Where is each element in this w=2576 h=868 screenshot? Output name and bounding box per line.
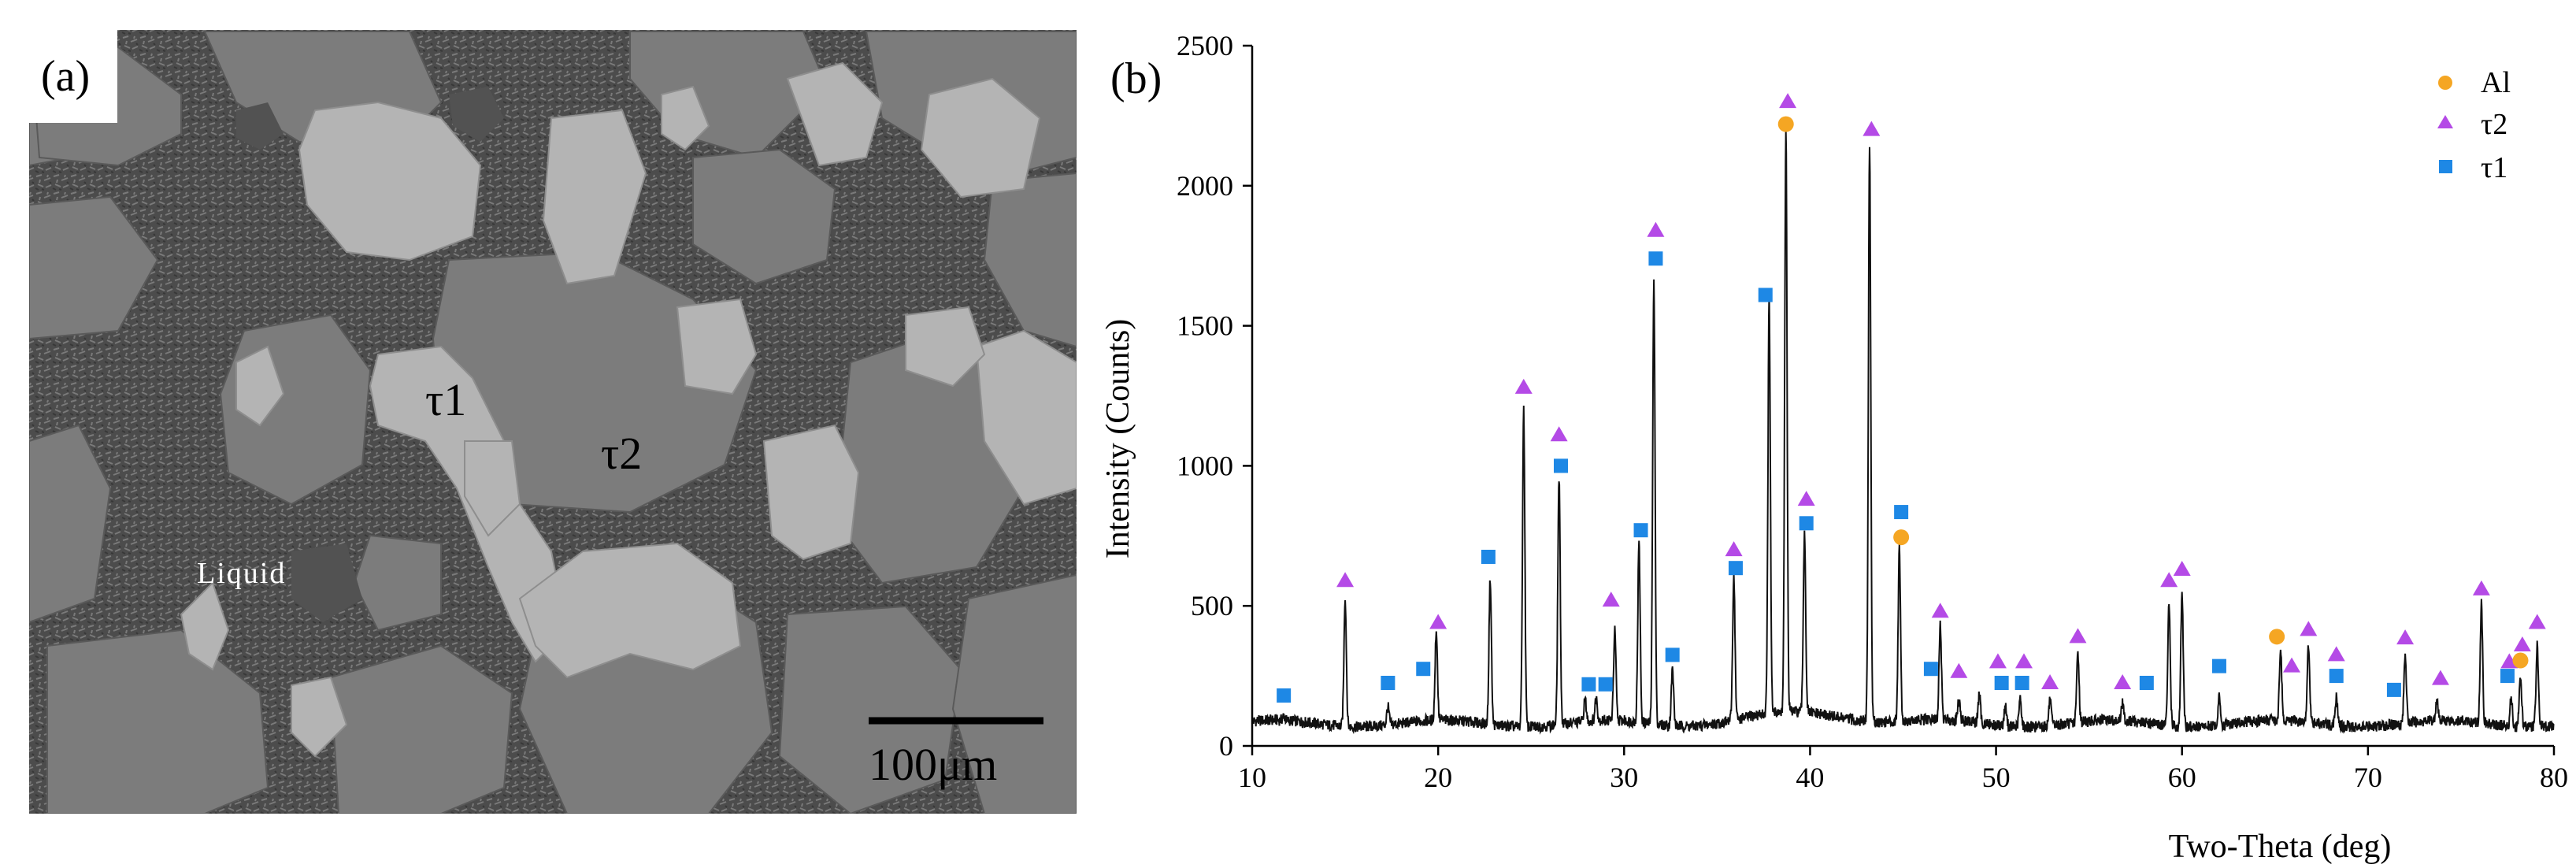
peak-marker-tau1 <box>1665 647 1680 662</box>
peak-marker-tau1 <box>2139 675 2154 690</box>
peak-marker-al <box>2269 629 2285 645</box>
x-tick-label: 10 <box>1238 762 1266 793</box>
peak-marker-tau2 <box>2528 614 2546 629</box>
peak-marker-tau2 <box>1797 491 1815 506</box>
peak-marker-tau2 <box>1863 121 1881 136</box>
x-axis-title: Two-Theta (deg) <box>2169 829 2392 865</box>
legend-marker-tau2 <box>2437 115 2453 128</box>
peak-marker-tau2 <box>1725 541 1743 557</box>
liquid-regions <box>236 87 504 622</box>
x-tick-label: 50 <box>1982 762 2011 793</box>
legend-label-tau2: τ2 <box>2481 108 2507 141</box>
tau2-label: τ2 <box>601 428 642 479</box>
peak-marker-tau2 <box>1429 614 1447 629</box>
peak-marker-tau2 <box>1779 93 1797 109</box>
peak-marker-tau2 <box>2513 636 2531 651</box>
peak-marker-tau2 <box>2300 621 2318 636</box>
x-tick-label: 20 <box>1424 762 1452 793</box>
chart-legend: Al τ2 τ1 <box>2437 66 2511 184</box>
peak-marker-tau2 <box>2327 646 2345 662</box>
peak-marker-tau1 <box>1994 675 2009 690</box>
x-tick-label: 60 <box>2168 762 2196 793</box>
legend-marker-tau1 <box>2439 160 2452 173</box>
peak-marker-tau1 <box>1728 561 1743 576</box>
y-tick-label: 2000 <box>1177 170 1233 202</box>
tau1-label: τ1 <box>425 374 466 425</box>
peak-marker-tau1 <box>1648 251 1663 266</box>
peak-marker-tau2 <box>1550 426 1568 442</box>
peak-marker-tau2 <box>2283 657 2301 673</box>
peak-marker-tau2 <box>2173 560 2191 576</box>
micrograph-panel: (a) τ1 τ2 Liquid 100μm <box>29 30 1077 814</box>
peak-marker-tau2 <box>2472 580 2490 595</box>
peak-marker-tau1 <box>1758 287 1773 302</box>
peak-marker-tau1 <box>1416 662 1431 677</box>
x-tick-label: 80 <box>2540 762 2568 793</box>
peak-marker-tau2 <box>1336 572 1355 588</box>
peak-marker-tau1 <box>1598 677 1613 692</box>
x-tick-label: 40 <box>1796 762 1824 793</box>
x-tick-label: 30 <box>1610 762 1638 793</box>
xrd-pattern-line <box>1251 130 2555 735</box>
peak-marker-tau2 <box>2114 673 2132 689</box>
peak-marker-tau1 <box>1553 458 1568 473</box>
peak-marker-tau1 <box>1799 516 1814 531</box>
panel-a-label: (a) <box>41 52 90 101</box>
peak-marker-tau2 <box>2396 629 2415 645</box>
peak-marker-tau1 <box>1277 688 1292 703</box>
tau1-grains <box>180 61 1077 758</box>
peak-marker-tau1 <box>2386 682 2401 697</box>
legend-marker-al <box>2438 76 2452 90</box>
y-tick-label: 1000 <box>1177 450 1233 481</box>
peak-marker-tau2 <box>2160 572 2178 588</box>
peak-marker-tau2 <box>1514 378 1533 394</box>
peak-marker-al <box>2512 652 2529 669</box>
scale-bar-label: 100μm <box>869 739 997 790</box>
legend-label-al: Al <box>2481 66 2511 99</box>
peak-marker-tau1 <box>2211 658 2226 673</box>
peak-marker-al <box>1893 529 1910 546</box>
peak-marker-tau1 <box>2500 669 2515 684</box>
peak-marker-tau1 <box>2329 669 2344 684</box>
peak-marker-tau1 <box>1381 675 1395 690</box>
peak-marker-tau2 <box>2014 653 2033 669</box>
x-tick-label: 70 <box>2354 762 2382 793</box>
axes: 10 20 30 40 50 60 70 80 0 500 1000 1500 2000 2500 <box>1177 30 2568 793</box>
peak-marker-tau1 <box>1923 662 1938 677</box>
peak-marker-tau1 <box>1633 523 1648 538</box>
y-tick-label: 0 <box>1219 730 1233 762</box>
peak-marker-tau2 <box>1950 662 1968 678</box>
peak-marker-tau2 <box>2431 670 2449 685</box>
peak-marker-tau2 <box>1931 603 1949 618</box>
peak-marker-tau2 <box>1647 221 1665 237</box>
peak-marker-tau2 <box>2500 653 2519 669</box>
xrd-panel: (b) 10 20 30 40 50 60 70 80 0 500 1000 1500 2000 2500… <box>1100 30 2568 865</box>
peak-marker-tau1 <box>1894 505 1909 520</box>
y-tick-label: 500 <box>1191 590 1233 621</box>
panel-a-label-box <box>29 30 117 123</box>
tau2-grains <box>29 30 1077 814</box>
peak-marker-tau2 <box>2041 673 2059 689</box>
peak-marker-tau2 <box>2069 628 2087 644</box>
y-axis-title: Intensity (Counts) <box>1100 319 1136 558</box>
peak-marker-tau1 <box>1581 677 1596 692</box>
liquid-label: Liquid <box>197 557 286 590</box>
peak-marker-tau1 <box>2014 675 2029 690</box>
peak-marker-tau2 <box>1989 653 2007 669</box>
panel-b-label: (b) <box>1110 54 1162 103</box>
legend-label-tau1: τ1 <box>2481 151 2507 184</box>
peak-marker-tau1 <box>1481 549 1496 564</box>
peak-marker-al <box>1777 116 1794 132</box>
y-tick-label: 2500 <box>1177 30 1233 61</box>
peak-marker-tau2 <box>1602 592 1620 607</box>
y-tick-label: 1500 <box>1177 310 1233 342</box>
plot-area <box>1251 93 2555 735</box>
